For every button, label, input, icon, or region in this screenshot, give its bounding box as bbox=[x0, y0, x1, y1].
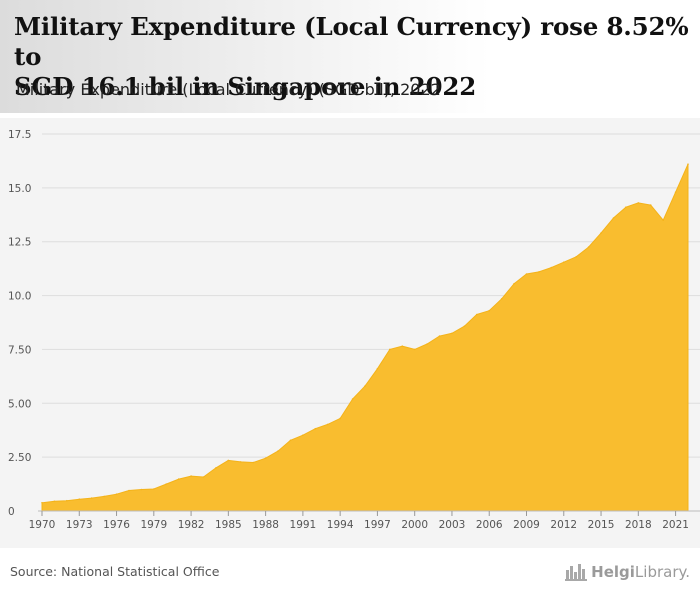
data-point bbox=[289, 439, 292, 442]
data-point bbox=[53, 500, 56, 503]
x-tick-label: 1997 bbox=[364, 519, 391, 531]
data-point bbox=[277, 450, 279, 452]
x-tick-label: 1970 bbox=[29, 519, 56, 531]
data-point bbox=[115, 493, 118, 496]
data-point bbox=[637, 202, 640, 204]
y-tick-label: 12.5 bbox=[8, 237, 31, 249]
data-point bbox=[302, 434, 304, 437]
data-point bbox=[563, 261, 565, 263]
source-note: Source: National Statistical Office bbox=[10, 564, 220, 579]
data-point bbox=[649, 204, 652, 206]
logo-brand: Helgi bbox=[591, 563, 635, 581]
y-tick-label: 5.00 bbox=[8, 398, 31, 410]
data-point bbox=[128, 489, 130, 492]
y-tick-label: 2.50 bbox=[8, 452, 31, 464]
data-point bbox=[364, 385, 366, 387]
data-point bbox=[252, 461, 254, 464]
data-point bbox=[575, 256, 577, 258]
logo-rest: Library. bbox=[634, 563, 690, 581]
helgi-library-logo: HelgiLibrary. bbox=[565, 560, 690, 584]
data-point bbox=[264, 457, 267, 460]
data-point bbox=[376, 368, 379, 370]
x-tick-label: 2003 bbox=[439, 519, 466, 531]
data-point bbox=[227, 459, 230, 462]
data-point bbox=[687, 163, 689, 165]
x-tick-label: 2009 bbox=[513, 519, 540, 531]
data-point bbox=[612, 217, 615, 219]
x-tick-label: 2012 bbox=[550, 519, 577, 531]
header-banner: Military Expenditure (Local Currency) ro… bbox=[0, 0, 700, 113]
data-point bbox=[78, 498, 81, 501]
x-tick-label: 2015 bbox=[588, 519, 615, 531]
data-point bbox=[413, 348, 416, 351]
data-point bbox=[451, 332, 453, 335]
chart-subtitle: Military Expenditure (Local Currency) (S… bbox=[16, 80, 441, 99]
data-point bbox=[215, 467, 217, 469]
y-tick-label: 10.0 bbox=[8, 291, 31, 303]
data-point bbox=[476, 313, 478, 316]
data-point bbox=[90, 497, 93, 499]
data-point bbox=[600, 232, 602, 234]
title-line-2: SGD 16.1 bil in Singapore in 2022 bbox=[14, 72, 477, 101]
x-tick-label: 1988 bbox=[252, 519, 279, 531]
data-point bbox=[662, 219, 664, 221]
data-point bbox=[500, 298, 503, 300]
data-point bbox=[177, 478, 180, 480]
data-point bbox=[314, 427, 317, 430]
x-tick-label: 1976 bbox=[103, 519, 130, 531]
data-point bbox=[463, 325, 466, 327]
data-point bbox=[339, 417, 342, 420]
x-tick-label: 2006 bbox=[476, 519, 503, 531]
data-point bbox=[513, 282, 515, 285]
x-tick-label: 2000 bbox=[401, 519, 428, 531]
city-skyline-icon bbox=[565, 564, 588, 581]
data-point bbox=[165, 483, 167, 485]
data-point bbox=[190, 475, 192, 477]
data-point bbox=[103, 495, 105, 498]
data-point bbox=[587, 246, 590, 248]
y-tick-label: 7.50 bbox=[8, 344, 31, 356]
data-point bbox=[351, 398, 354, 400]
y-tick-label: 0 bbox=[8, 506, 15, 518]
x-tick-label: 1973 bbox=[66, 519, 93, 531]
x-tick-label: 2018 bbox=[625, 519, 652, 531]
data-point bbox=[550, 266, 553, 269]
data-point bbox=[66, 499, 68, 502]
x-tick-label: 1991 bbox=[290, 519, 317, 531]
x-tick-label: 1994 bbox=[327, 519, 354, 531]
data-point bbox=[525, 273, 528, 275]
y-tick-label: 17.5 bbox=[8, 129, 31, 141]
x-tick-label: 1979 bbox=[140, 519, 167, 531]
data-point bbox=[538, 271, 540, 273]
title-line-1: Military Expenditure (Local Currency) ro… bbox=[14, 12, 689, 71]
area-chart: 0 2.50 5.00 7.50 10.0 12.5 15.0 17.5 1970 1973 197… bbox=[8, 129, 700, 531]
data-point bbox=[202, 476, 205, 478]
data-point bbox=[426, 343, 428, 345]
data-point bbox=[488, 309, 491, 312]
data-point bbox=[438, 335, 441, 337]
data-point bbox=[153, 488, 155, 490]
page-title: Military Expenditure (Local Currency) ro… bbox=[14, 12, 694, 102]
data-point bbox=[41, 502, 43, 504]
y-tick-label: 15.0 bbox=[8, 183, 31, 195]
data-point bbox=[625, 206, 627, 208]
x-tick-label: 1985 bbox=[215, 519, 242, 531]
x-tick-label: 2021 bbox=[662, 519, 689, 531]
data-point bbox=[401, 345, 404, 347]
data-point bbox=[240, 461, 242, 463]
data-point bbox=[140, 488, 143, 491]
data-point bbox=[674, 191, 677, 193]
data-point bbox=[326, 423, 329, 426]
x-tick-label: 1982 bbox=[178, 519, 205, 531]
data-point bbox=[389, 348, 391, 351]
area-series bbox=[41, 163, 689, 512]
